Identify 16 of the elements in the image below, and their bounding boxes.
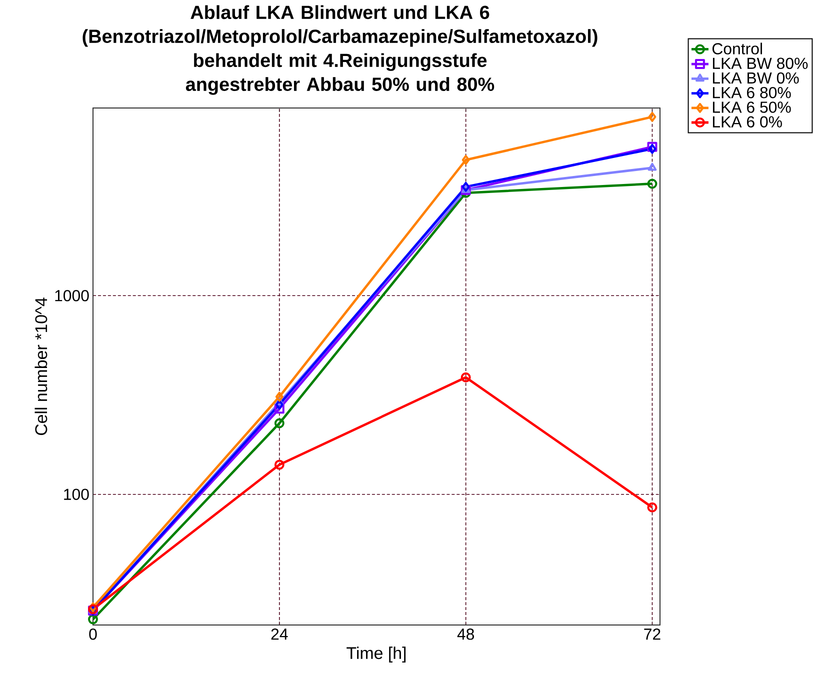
y-tick-label: 1000 [55, 290, 89, 302]
legend-label: LKA 6 0% [712, 116, 782, 128]
legend-label: LKA BW 80% [712, 58, 808, 70]
x-tick-label: 24 [271, 628, 288, 640]
x-tick-label: 0 [89, 628, 97, 640]
legend-label: LKA 6 50% [712, 102, 791, 113]
y-tick-label: 100 [64, 488, 89, 500]
chart-subtitle: behandelt mit 4.Reinigungsstufe angestrebter Abbau 50% und 80% [186, 53, 494, 95]
legend-label: LKA BW 0% [712, 72, 799, 84]
x-axis-title: Time [h] [346, 646, 406, 662]
y-axis-title: Cell number *10^4 [34, 298, 48, 436]
x-tick-label: 72 [644, 628, 660, 640]
chart-title: Ablauf LKA Blindwert und LKA 6 (Benzotriazol/Metoprolol/Carbamazepine/Sulfametoxazol) [82, 5, 598, 47]
legend-label: Control [712, 42, 762, 54]
legend-label: LKA 6 80% [712, 86, 791, 98]
x-tick-label: 48 [457, 628, 474, 640]
